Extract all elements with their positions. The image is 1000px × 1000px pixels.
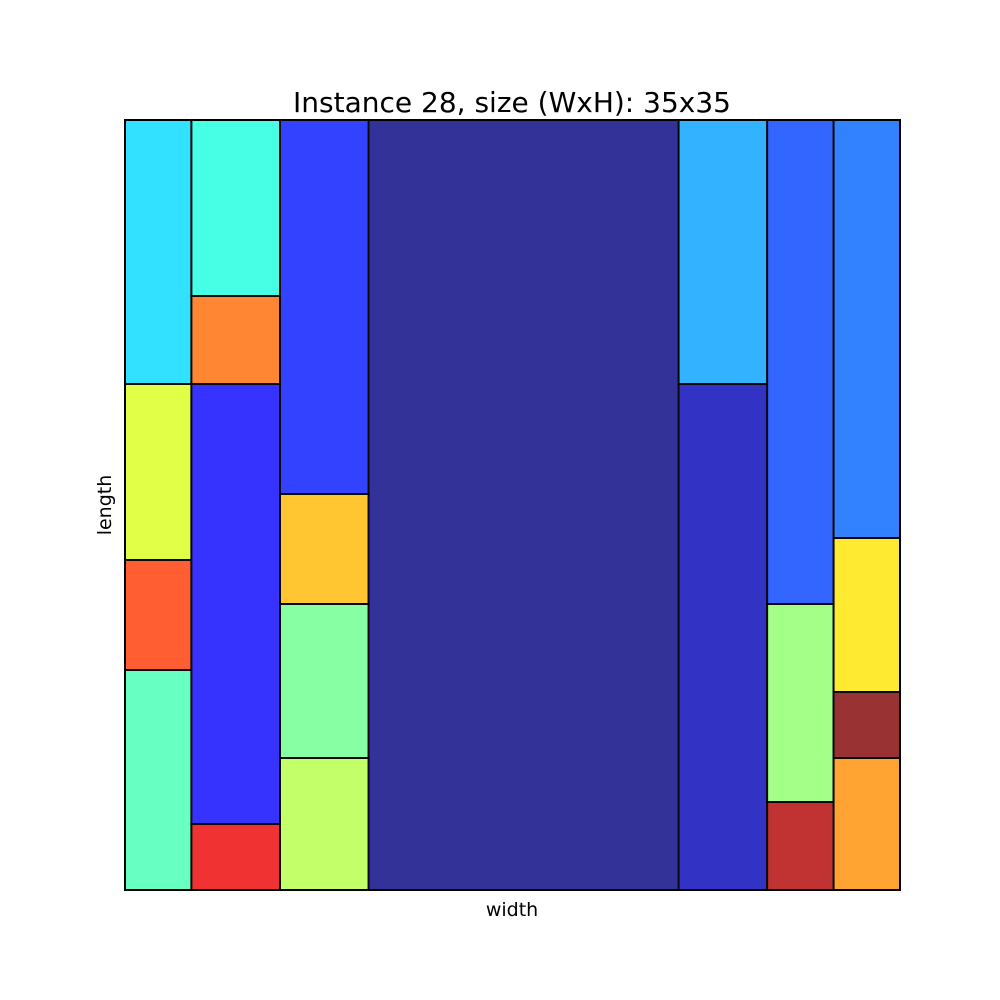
packed-rectangle-14 xyxy=(677,119,769,385)
rectangles-layer xyxy=(124,119,901,891)
packed-rectangle-17 xyxy=(766,603,835,803)
packed-rectangle-13 xyxy=(367,119,680,891)
packed-rectangle-9 xyxy=(279,119,370,495)
y-axis-label: length xyxy=(94,475,116,536)
packed-rectangle-2 xyxy=(124,383,193,561)
packed-rectangle-18 xyxy=(766,801,835,891)
packed-rectangle-19 xyxy=(832,119,901,539)
packed-rectangle-5 xyxy=(190,119,281,297)
packed-rectangle-10 xyxy=(279,493,370,605)
plot-frame xyxy=(124,119,901,891)
x-axis-label: width xyxy=(486,899,538,921)
packed-rectangle-8 xyxy=(190,823,281,891)
packed-rectangle-6 xyxy=(190,295,281,385)
packed-rectangle-20 xyxy=(832,537,901,693)
packed-rectangle-15 xyxy=(677,383,769,891)
packed-rectangle-7 xyxy=(190,383,281,825)
packed-rectangle-3 xyxy=(124,559,193,671)
packed-rectangle-21 xyxy=(832,691,901,759)
packed-rectangle-22 xyxy=(832,757,901,891)
packed-rectangle-1 xyxy=(124,119,193,385)
packed-rectangle-12 xyxy=(279,757,370,891)
packed-rectangle-4 xyxy=(124,669,193,891)
chart-title: Instance 28, size (WxH): 35x35 xyxy=(293,86,731,119)
packed-rectangle-16 xyxy=(766,119,835,605)
packed-rectangle-11 xyxy=(279,603,370,759)
